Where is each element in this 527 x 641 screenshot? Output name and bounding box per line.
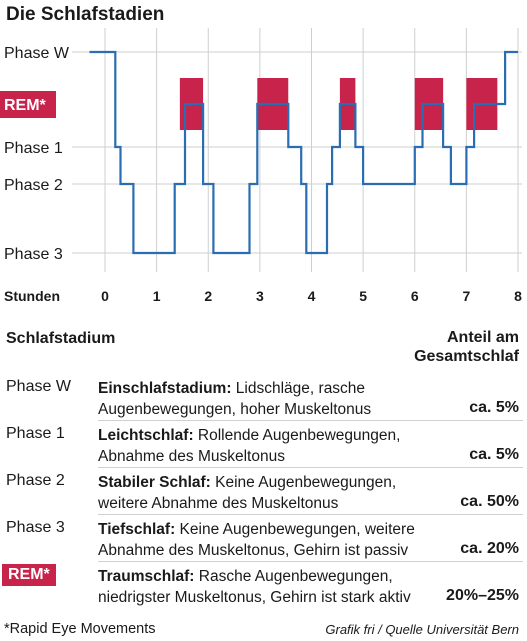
legend-share-value: ca. 5% (469, 399, 519, 416)
legend-separator (98, 467, 523, 468)
legend-stage-text: Rasche Augenbewegungen, niedrigster Musk… (98, 568, 411, 606)
legend-stage-text: Keine Augenbewegungen, weitere Abnahme d… (98, 521, 415, 559)
y-tick-label: REM* (4, 97, 47, 114)
legend-stage-name: Leichtschlaf: (98, 427, 194, 444)
x-tick-label: 4 (308, 288, 316, 304)
x-tick-label: 1 (153, 288, 161, 304)
legend-share-value: ca. 5% (469, 446, 519, 463)
x-tick-label: 0 (101, 288, 109, 304)
x-tick-label: 2 (204, 288, 212, 304)
legend-stage-text: Rollende Augenbewegungen, Abnahme des Mu… (98, 427, 401, 465)
y-tick-label: Phase 1 (4, 140, 63, 157)
legend-separator (98, 420, 523, 421)
x-tick-label: 8 (514, 288, 522, 304)
legend-description: Einschlafstadium: Lidschläge, rasche Aug… (98, 378, 418, 420)
y-tick-label: Phase 2 (4, 177, 63, 194)
legend-phase-label: Phase 2 (6, 472, 65, 489)
legend-share-value: ca. 50% (460, 493, 519, 510)
legend-stage-name: Stabiler Schlaf: (98, 474, 211, 491)
y-tick-label: Phase W (4, 45, 70, 62)
legend-share-header: Anteil am Gesamtschlaf (414, 329, 519, 365)
x-tick-label: 7 (462, 288, 470, 304)
legend-separator (98, 514, 523, 515)
footnote: *Rapid Eye Movements (4, 621, 156, 637)
legend-description: Tiefschlaf: Keine Augenbewegungen, weite… (98, 519, 418, 561)
legend-description: Traumschlaf: Rasche Augenbewegungen, nie… (98, 566, 418, 608)
rem-label-badge (0, 91, 56, 118)
x-tick-label: 5 (359, 288, 367, 304)
legend-phase-label: REM* (2, 564, 56, 586)
legend-share-value: ca. 20% (460, 540, 519, 557)
legend-phase-label: Phase 3 (6, 519, 65, 536)
legend-stage-name: Einschlafstadium: (98, 380, 232, 397)
legend-phase-label: Phase W (6, 378, 71, 395)
x-tick-label: 6 (411, 288, 419, 304)
legend-stage-text: Lidschläge, rasche Augenbewegungen, hohe… (98, 380, 372, 418)
x-axis-label: Stunden (4, 288, 60, 304)
legend-stage-name: Traumschlaf: (98, 568, 195, 585)
credit: Grafik fri / Quelle Universität Bern (325, 622, 519, 637)
hypnogram-line (89, 50, 518, 255)
legend-stage-text: Keine Augenbewegungen, weitere Abnahme d… (98, 474, 397, 512)
legend-share-value: 20%–25% (446, 587, 519, 604)
legend-description: Leichtschlaf: Rollende Augenbewegungen, … (98, 425, 418, 467)
legend-description: Stabiler Schlaf: Keine Augenbewegungen, … (98, 472, 418, 514)
x-tick-label: 3 (256, 288, 264, 304)
hypnogram-chart: Phase W REM* Phase 1 Phase 2 Phase 3 Stunden 0… (0, 28, 522, 304)
legend-phase-label: Phase 1 (6, 425, 65, 442)
y-tick-label: Phase 3 (4, 246, 63, 263)
chart-title: Die Schlafstadien (6, 4, 165, 25)
legend-stage-header: Schlafstadium (6, 330, 116, 347)
legend-stage-name: Tiefschlaf: (98, 521, 176, 538)
legend-separator (98, 561, 523, 562)
